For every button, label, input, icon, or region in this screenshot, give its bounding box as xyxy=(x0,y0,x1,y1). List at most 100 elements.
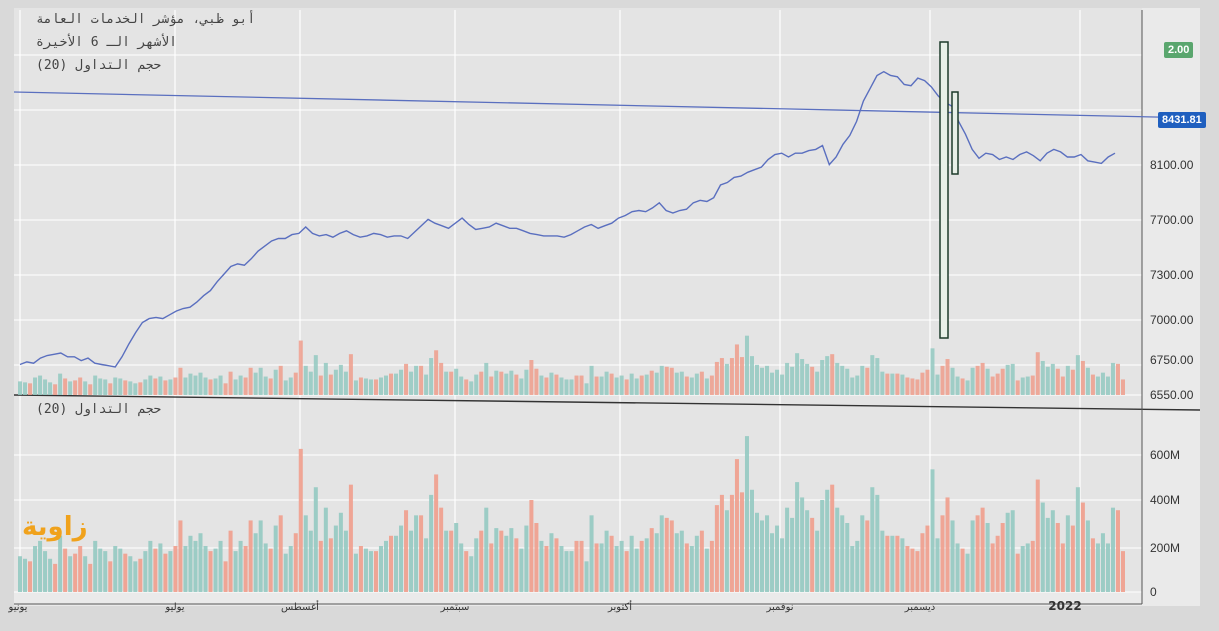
volume-bar xyxy=(373,551,378,592)
price-pane-volume-bar xyxy=(719,358,724,395)
volume-bar xyxy=(118,548,123,592)
price-pane-volume-bar xyxy=(880,371,885,395)
volume-bar xyxy=(775,525,780,592)
price-pane-volume-bar xyxy=(193,375,198,395)
volume-bar xyxy=(724,510,729,592)
pane-divider xyxy=(13,394,1201,411)
price-pane-volume-bar xyxy=(28,383,33,395)
price-pane-volume-bar xyxy=(594,376,599,395)
volume-bar xyxy=(489,543,494,592)
volume-bar xyxy=(1115,510,1120,592)
price-pane-volume-bar xyxy=(920,372,925,395)
volume-bar xyxy=(534,523,539,592)
volume-bar xyxy=(253,533,258,592)
volume-bar xyxy=(93,540,98,592)
logo-text: زاوية xyxy=(22,512,88,542)
y-tick-label: 400M xyxy=(1150,493,1180,507)
price-pane-volume-bar xyxy=(499,371,504,395)
volume-bar xyxy=(1055,523,1060,592)
price-pane-volume-bar xyxy=(258,367,263,395)
price-pane-volume-bar xyxy=(308,371,313,395)
volume-bar xyxy=(594,543,599,592)
price-pane-volume-bar xyxy=(679,371,684,395)
volume-bar xyxy=(18,556,23,592)
price-pane-volume-bar xyxy=(243,377,248,395)
volume-bar xyxy=(689,546,694,592)
price-pane-volume-bar xyxy=(609,373,614,395)
price-pane-volume-bar xyxy=(1015,380,1020,395)
volume-bar xyxy=(88,563,93,592)
price-pane-volume-bar xyxy=(644,374,649,395)
volume-bar xyxy=(183,546,188,592)
volume-bar xyxy=(1040,502,1045,592)
price-pane-volume-bar xyxy=(870,355,875,395)
price-pane-volume-bar xyxy=(348,354,353,395)
volume-bar xyxy=(945,497,950,592)
volume-bar xyxy=(714,505,719,592)
volume-bar xyxy=(905,546,910,592)
price-pane-volume-bar xyxy=(875,358,880,395)
volume-bar xyxy=(840,515,845,592)
price-pane-volume-bar xyxy=(469,381,474,395)
volume-bar xyxy=(684,543,689,592)
price-pane-volume-bar xyxy=(975,365,980,395)
volume-bar xyxy=(975,515,980,592)
volume-bar xyxy=(1000,523,1005,592)
volume-bar xyxy=(1060,543,1065,592)
volume-bar xyxy=(208,551,213,592)
volume-bar xyxy=(223,561,228,592)
volume-bar xyxy=(589,515,594,592)
price-pane-volume-bar xyxy=(394,373,399,395)
price-pane-volume-bar xyxy=(780,374,785,395)
price-pane-volume-bar xyxy=(754,364,760,395)
volume-bar xyxy=(810,517,815,592)
price-pane-volume-bar xyxy=(564,379,569,395)
volume-bar xyxy=(815,530,820,592)
volume-bar xyxy=(1075,487,1080,592)
volume-bar xyxy=(529,500,534,592)
volume-bar xyxy=(790,517,795,592)
price-pane-volume-bar xyxy=(895,373,900,395)
volume-bar xyxy=(744,436,749,592)
price-pane-volume-bar xyxy=(930,348,935,395)
price-pane-volume-bar xyxy=(704,378,709,395)
price-pane-volume-bar xyxy=(579,375,584,395)
price-pane-volume-bar xyxy=(424,374,429,395)
price-pane-volume-bar xyxy=(268,378,273,395)
price-pane-volume-bar xyxy=(213,378,218,395)
x-tick-label: أغسطس xyxy=(281,600,319,613)
volume-bar xyxy=(328,538,333,592)
volume-bar xyxy=(629,535,634,592)
price-pane-volume-bar xyxy=(98,378,103,395)
price-pane-volume-bar xyxy=(634,378,639,395)
volume-bar xyxy=(514,538,519,592)
volume-bar xyxy=(960,548,965,592)
volume-bar xyxy=(1080,502,1085,592)
price-pane-volume-bar xyxy=(163,380,168,395)
volume-bar xyxy=(1105,543,1110,592)
price-pane-volume-bar xyxy=(273,369,278,395)
volume-bar xyxy=(113,546,118,592)
price-pane-volume-bar xyxy=(1085,367,1090,395)
y-tick-label: 6550.00 xyxy=(1150,388,1194,402)
volume-bar xyxy=(1065,515,1070,592)
volume-bar xyxy=(449,530,454,592)
volume-bar xyxy=(378,546,383,592)
y-tick-label: 200M xyxy=(1150,541,1180,555)
volume-bar xyxy=(800,497,805,592)
price-pane-volume-bar xyxy=(1005,364,1010,395)
price-pane-volume-bar xyxy=(955,376,960,395)
volume-bar xyxy=(619,540,624,592)
volume-bar xyxy=(985,523,990,592)
volume-bar xyxy=(785,507,790,592)
volume-bar xyxy=(213,548,218,592)
volume-bar xyxy=(58,535,63,592)
volume-bar xyxy=(795,482,800,592)
volume-bar xyxy=(659,515,664,592)
price-pane-volume-bar xyxy=(323,362,328,395)
volume-bar xyxy=(333,525,338,592)
volume-bar xyxy=(760,520,765,592)
price-pane-volume-bar xyxy=(178,367,183,395)
volume-bar xyxy=(218,540,223,592)
